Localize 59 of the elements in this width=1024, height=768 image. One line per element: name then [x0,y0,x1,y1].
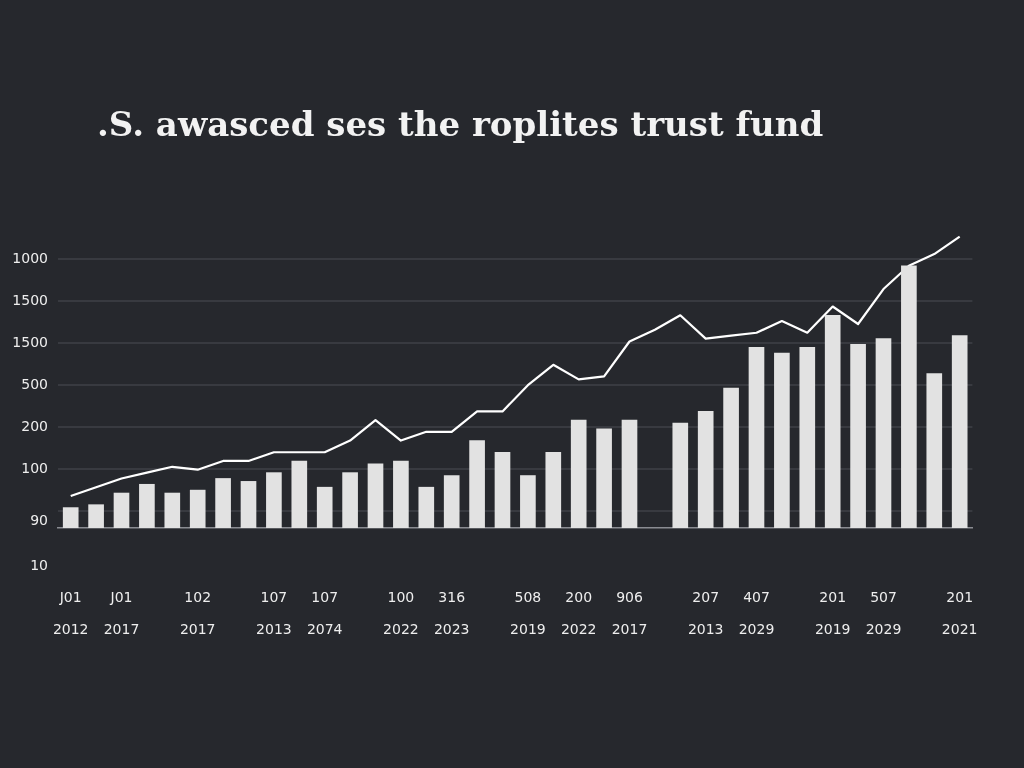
text: 1500 [12,291,48,308]
bar [697,411,714,528]
bar [139,483,155,528]
x-tick-label: J01 2012 [52,588,89,637]
bar [291,460,308,528]
x-tick-label: 906 2017 [611,588,648,637]
bar [469,440,485,528]
bar [621,419,638,528]
x-tick-label: 200 2022 [560,588,597,637]
bar [596,428,612,528]
bar [418,486,435,528]
x-tick-label: 507 2029 [865,588,902,637]
bar [240,481,257,528]
bar [342,472,358,528]
x-tick-label: 407 2029 [738,588,775,637]
text: 100 [21,459,48,476]
text: 10 [30,556,48,573]
bar [545,451,562,528]
bar [316,486,333,528]
bar [62,507,79,528]
x-tick-label: 201 2021 [941,588,978,637]
bar [113,492,130,528]
x-tick-label: 316 2023 [433,588,470,637]
bar [520,475,536,528]
text: 500 [21,375,48,392]
bar [88,504,104,528]
bar [723,387,739,528]
bar [850,344,866,528]
x-tick-label: 201 2019 [814,588,851,637]
x-tick-label: 207 2013 [687,588,724,637]
bar [393,460,409,528]
chart-title: .S. awasced ses the roplites trust fund [97,104,824,144]
bar [494,451,511,528]
bar [189,489,206,528]
bar [215,478,231,528]
bar [748,346,765,528]
bar [951,335,968,528]
x-tick-label: 107 2074 [306,588,343,637]
bar [672,422,689,528]
x-tick-label: 107 2013 [256,588,292,637]
bar [774,352,790,528]
x-tick-label: 100 2022 [383,588,419,637]
text: 90 [30,511,48,528]
bar [926,373,943,528]
bar [875,338,892,528]
bar [799,346,816,528]
bar [901,265,917,528]
x-tick-label: 508 2019 [510,588,546,637]
text: 1000 [12,249,48,266]
text: 1500 [12,333,48,350]
x-tick-label: J01 2017 [103,588,140,637]
bar [443,475,460,528]
text: 200 [21,417,48,434]
bar [164,492,181,528]
bar [367,463,384,528]
x-tick-label: 102 2017 [179,588,216,637]
bar [266,472,282,528]
bar [570,419,587,528]
bar [824,314,841,528]
